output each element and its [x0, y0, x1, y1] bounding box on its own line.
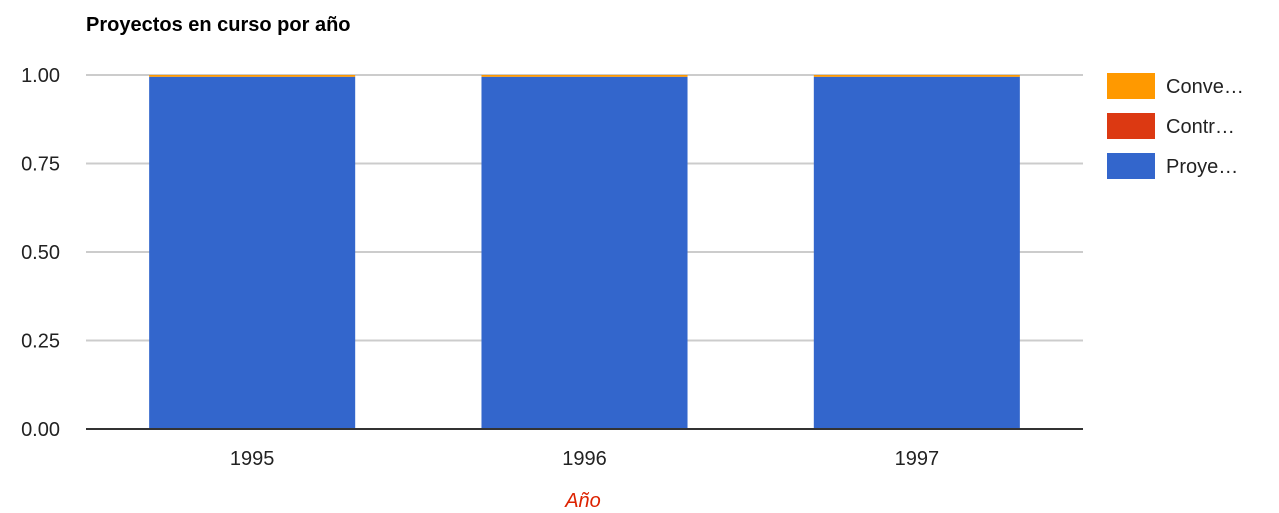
- x-tick-label: 1996: [562, 448, 607, 470]
- x-tick-label: 1997: [895, 448, 940, 470]
- bar-segment[interactable]: [813, 75, 1020, 77]
- y-tick-label: 1.00: [21, 65, 60, 87]
- y-axis-ticks: 0.00 0.25 0.50 0.75 1.00: [21, 65, 60, 441]
- chart-title: Proyectos en curso por año: [86, 14, 351, 36]
- x-axis-label: Año: [564, 490, 601, 512]
- bar-segment[interactable]: [481, 75, 688, 77]
- bar-segment[interactable]: [149, 76, 356, 430]
- bar-segment[interactable]: [813, 76, 1020, 430]
- legend-label[interactable]: Proye…: [1166, 156, 1238, 178]
- bar-segment[interactable]: [481, 76, 688, 430]
- bar-segment[interactable]: [149, 75, 356, 77]
- legend-swatch: [1107, 153, 1155, 179]
- x-tick-label: 1995: [230, 448, 275, 470]
- bars[interactable]: [149, 75, 1020, 430]
- y-tick-label: 0.50: [21, 242, 60, 264]
- x-axis-ticks: 1995 1996 1997: [230, 448, 939, 470]
- legend-swatch: [1107, 73, 1155, 99]
- legend[interactable]: Conve… Contr… Proye…: [1107, 73, 1244, 179]
- legend-label[interactable]: Contr…: [1166, 116, 1235, 138]
- y-tick-label: 0.25: [21, 331, 60, 353]
- legend-swatch: [1107, 113, 1155, 139]
- y-tick-label: 0.75: [21, 154, 60, 176]
- legend-label[interactable]: Conve…: [1166, 76, 1244, 98]
- y-tick-label: 0.00: [21, 419, 60, 441]
